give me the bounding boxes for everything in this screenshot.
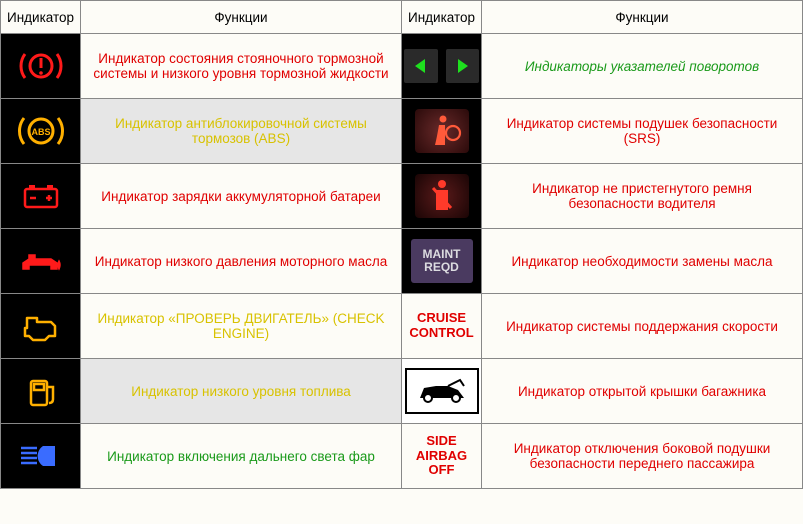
table-row: Индикатор включения дальнего света фар S… [1, 424, 803, 489]
header-row: Индикатор Функции Индикатор Функции [1, 1, 803, 34]
table-row: Индикатор низкого давления моторного мас… [1, 229, 803, 294]
desc-cell: Индикаторы указателей поворотов [482, 34, 803, 99]
svg-text:ABS: ABS [31, 127, 50, 137]
trunk-open-icon [402, 359, 482, 424]
desc-cell: Индикатор низкого давления моторного мас… [81, 229, 402, 294]
cruise-control-icon: CRUISECONTROL [402, 294, 482, 359]
header-indicator-1: Индикатор [1, 1, 81, 34]
turn-signal-icon [402, 34, 482, 99]
battery-icon [1, 164, 81, 229]
seatbelt-icon [402, 164, 482, 229]
desc-cell: Индикатор низкого уровня топлива [81, 359, 402, 424]
desc-cell: Индикатор необходимости замены масла [482, 229, 803, 294]
table-row: ABS Индикатор антиблокировочной системы … [1, 99, 803, 164]
desc-cell: Индикатор антиблокировочной системы торм… [81, 99, 402, 164]
desc-cell: Индикатор включения дальнего света фар [81, 424, 402, 489]
high-beam-icon [1, 424, 81, 489]
indicators-table: Индикатор Функции Индикатор Функции Инд [0, 0, 803, 489]
desc-cell: Индикатор состояния стояночного тормозно… [81, 34, 402, 99]
desc-cell: Индикатор открытой крышки багажника [482, 359, 803, 424]
header-functions-1: Функции [81, 1, 402, 34]
header-functions-2: Функции [482, 1, 803, 34]
desc-cell: Индикатор системы подушек безопасности (… [482, 99, 803, 164]
maint-reqd-icon: MAINTREQD [402, 229, 482, 294]
airbag-icon [402, 99, 482, 164]
table-row: Индикатор зарядки аккумуляторной батареи… [1, 164, 803, 229]
fuel-low-icon [1, 359, 81, 424]
abs-icon: ABS [1, 99, 81, 164]
brake-warning-icon [1, 34, 81, 99]
desc-cell: Индикатор «ПРОВЕРЬ ДВИГАТЕЛЬ» (CHECK ENG… [81, 294, 402, 359]
table-row: Индикатор «ПРОВЕРЬ ДВИГАТЕЛЬ» (CHECK ENG… [1, 294, 803, 359]
desc-cell: Индикатор отключения боковой подушки без… [482, 424, 803, 489]
table-row: Индикатор состояния стояночного тормозно… [1, 34, 803, 99]
desc-cell: Индикатор не пристегнутого ремня безопас… [482, 164, 803, 229]
table-row: Индикатор низкого уровня топлива Индикат… [1, 359, 803, 424]
desc-cell: Индикатор зарядки аккумуляторной батареи [81, 164, 402, 229]
desc-cell: Индикатор системы поддержания скорости [482, 294, 803, 359]
header-indicator-2: Индикатор [402, 1, 482, 34]
side-airbag-off-icon: SIDEAIRBAGOFF [402, 424, 482, 489]
check-engine-icon [1, 294, 81, 359]
oil-pressure-icon [1, 229, 81, 294]
